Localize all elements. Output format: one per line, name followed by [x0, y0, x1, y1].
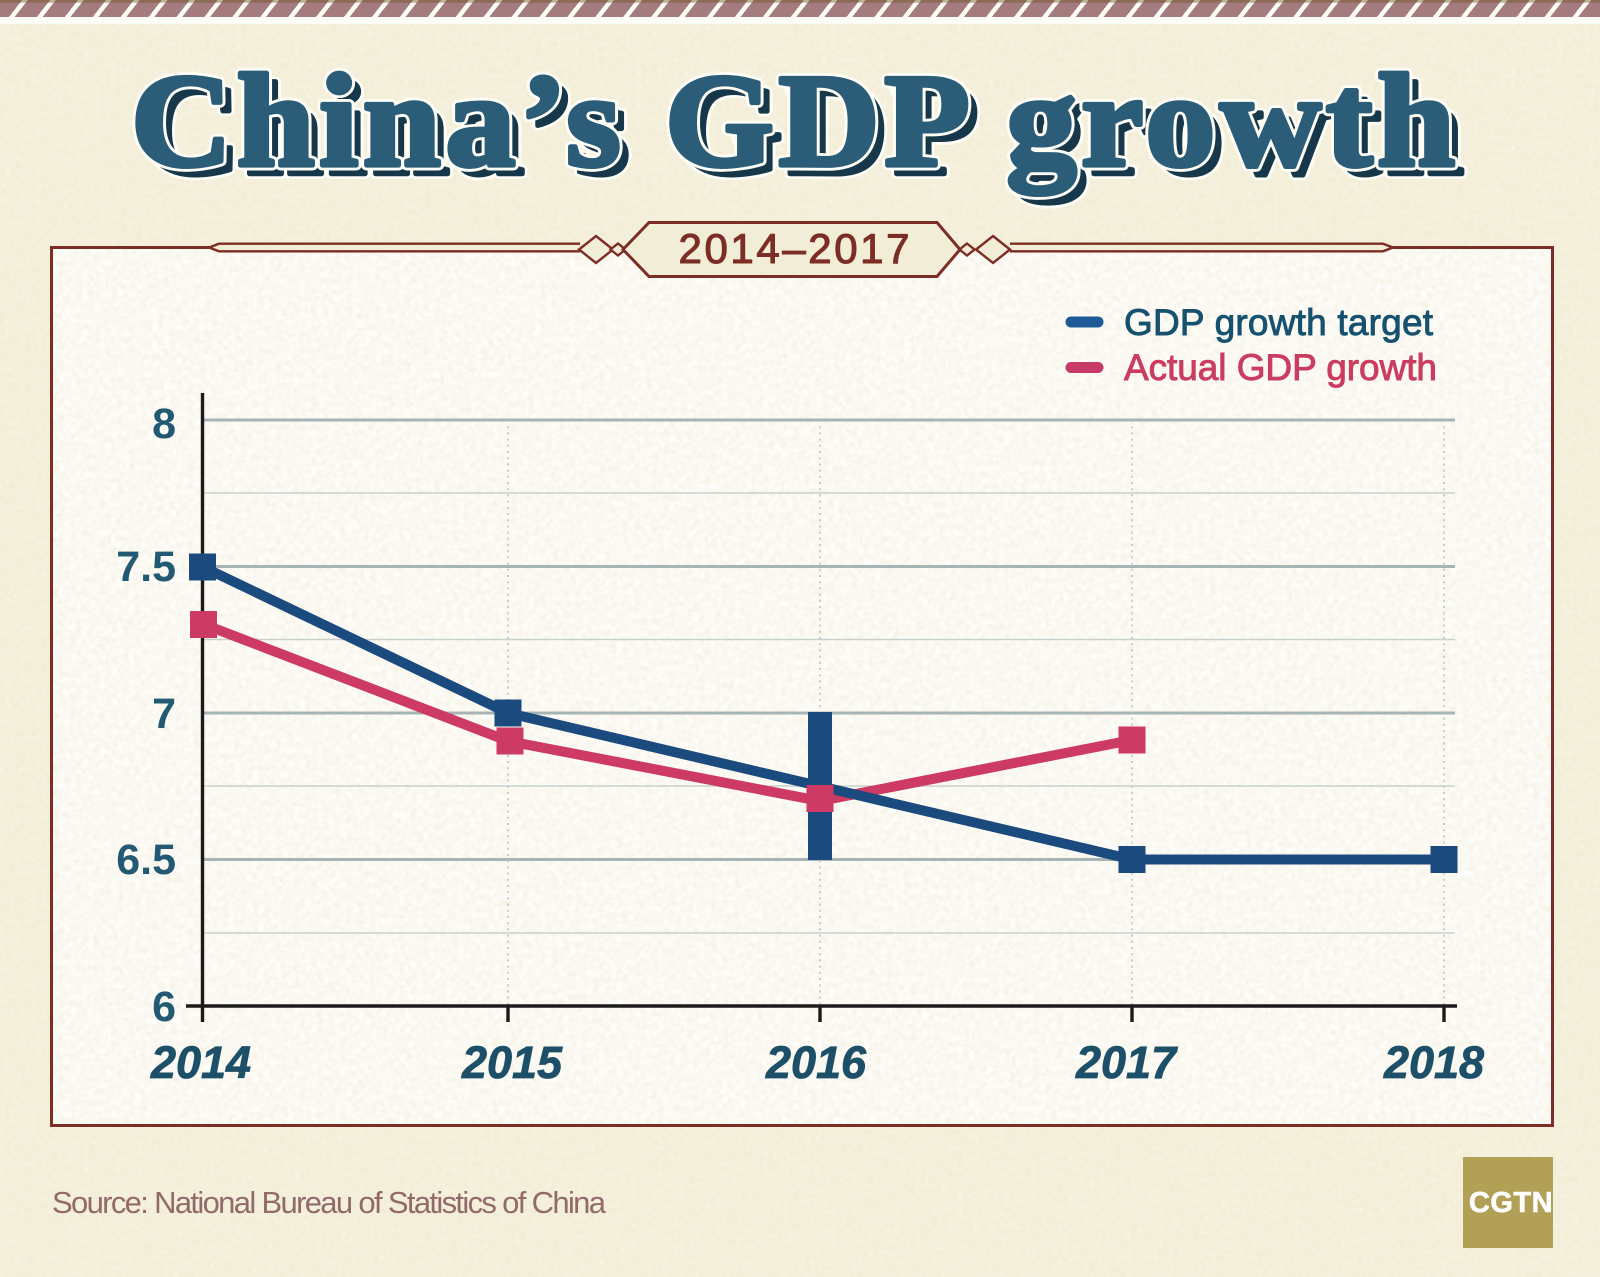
- svg-text:CGTN: CGTN: [1469, 1187, 1553, 1219]
- svg-text:2016: 2016: [765, 1037, 867, 1088]
- svg-text:2014: 2014: [150, 1037, 251, 1088]
- svg-text:8: 8: [152, 400, 176, 448]
- svg-text:7: 7: [152, 690, 176, 738]
- svg-text:2017: 2017: [1075, 1037, 1178, 1088]
- svg-text:China’s GDP growth: China’s GDP growth: [140, 55, 1464, 203]
- svg-text:7.5: 7.5: [116, 543, 176, 591]
- svg-text:2018: 2018: [1383, 1037, 1484, 1088]
- svg-text:China’s GDP growth: China’s GDP growth: [140, 55, 1464, 203]
- svg-text:2015: 2015: [461, 1037, 563, 1088]
- svg-text:6.5: 6.5: [116, 836, 176, 884]
- svg-text:2014–2017: 2014–2017: [679, 225, 912, 272]
- svg-text:Actual GDP growth: Actual GDP growth: [1124, 347, 1437, 388]
- svg-text:China’s GDP growth: China’s GDP growth: [131, 46, 1455, 194]
- svg-text:Source: National Bureau of Sta: Source: National Bureau of Statistics of…: [52, 1185, 607, 1220]
- svg-text:6: 6: [152, 983, 176, 1031]
- svg-text:GDP growth target: GDP growth target: [1124, 302, 1434, 343]
- svg-text:China’s GDP growth: China’s GDP growth: [131, 46, 1455, 194]
